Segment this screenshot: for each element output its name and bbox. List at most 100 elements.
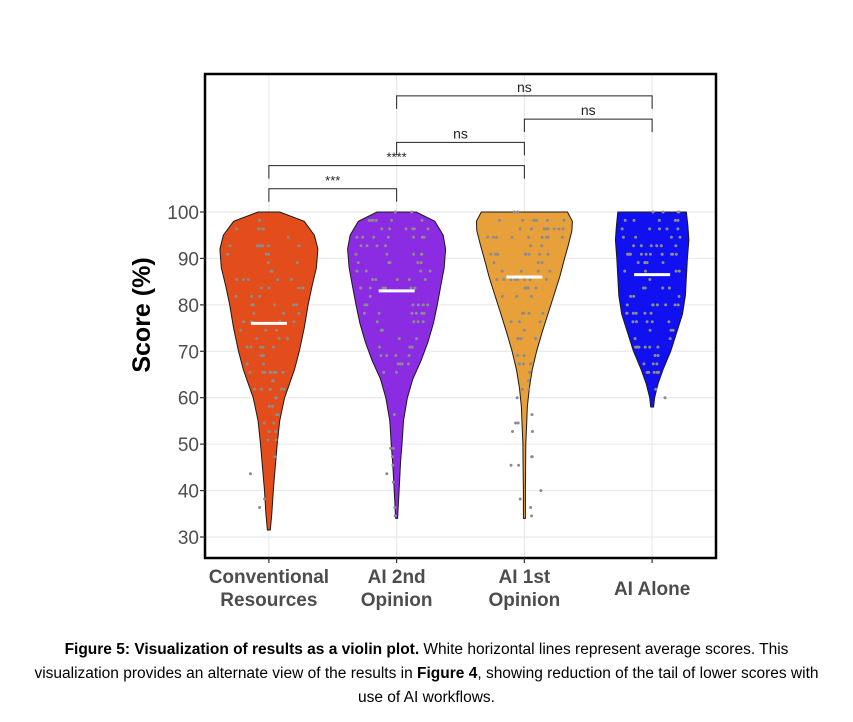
data-point <box>529 244 533 248</box>
significance-label: **** <box>387 150 407 165</box>
data-point <box>545 227 549 231</box>
data-point <box>678 235 682 239</box>
violin-chart: *******nsnsns30405060708090100Convention… <box>128 72 718 611</box>
data-point <box>518 227 522 231</box>
data-point <box>637 345 641 349</box>
data-point <box>535 218 538 222</box>
significance-label: ns <box>453 125 468 141</box>
data-point <box>516 354 520 357</box>
significance-label: ns <box>517 79 532 95</box>
data-point <box>557 227 561 231</box>
data-point <box>517 463 521 467</box>
data-point <box>400 362 404 366</box>
significance-label: *** <box>325 173 340 188</box>
data-point <box>412 227 416 231</box>
y-tick-label: 90 <box>178 249 199 270</box>
data-point <box>669 328 673 332</box>
data-point <box>255 337 259 341</box>
data-point <box>355 269 359 273</box>
data-point <box>426 227 430 231</box>
significance-bracket: *** <box>268 173 398 202</box>
data-point <box>295 261 299 265</box>
data-point <box>655 303 659 307</box>
data-point <box>264 328 268 332</box>
data-point <box>530 514 534 518</box>
data-point <box>536 261 540 265</box>
data-point <box>544 278 548 281</box>
data-point <box>510 235 514 239</box>
data-point <box>631 311 635 315</box>
x-tick-label: AI 2nd <box>368 567 426 588</box>
data-point <box>419 269 423 273</box>
data-point <box>414 311 418 315</box>
data-point <box>673 218 677 222</box>
data-point <box>386 235 390 239</box>
data-point <box>273 303 277 307</box>
data-point <box>409 286 413 290</box>
data-point <box>264 252 268 256</box>
data-point <box>359 244 363 248</box>
data-point <box>381 286 385 290</box>
data-point <box>248 370 252 374</box>
data-point <box>677 269 681 273</box>
data-point <box>365 244 369 248</box>
data-point <box>521 362 525 366</box>
data-point <box>356 261 360 265</box>
data-point <box>674 244 678 248</box>
data-point <box>385 354 389 357</box>
data-point <box>539 489 543 493</box>
data-point <box>395 370 398 374</box>
data-point <box>522 354 526 357</box>
bracket-line <box>396 141 525 156</box>
data-point <box>384 286 387 290</box>
data-point <box>267 244 271 248</box>
data-point <box>625 311 629 315</box>
data-point <box>561 227 565 231</box>
data-point <box>395 278 399 281</box>
data-point <box>540 261 544 265</box>
data-point <box>501 294 504 298</box>
data-point <box>667 320 671 324</box>
data-point <box>421 320 425 324</box>
data-point <box>492 235 495 239</box>
data-point <box>649 311 653 315</box>
data-point <box>643 286 647 290</box>
data-point <box>645 320 649 324</box>
data-point <box>301 286 305 290</box>
data-point <box>668 337 672 341</box>
data-point <box>661 261 665 265</box>
data-point <box>276 278 280 281</box>
data-point <box>255 244 259 248</box>
data-point <box>636 261 640 265</box>
data-point <box>245 362 249 366</box>
data-point <box>642 362 646 366</box>
data-point <box>355 235 359 239</box>
data-point <box>648 252 652 256</box>
data-point <box>538 320 542 324</box>
figure-caption: Figure 5: Visualization of results as a … <box>30 638 823 710</box>
data-point <box>266 438 270 442</box>
data-point <box>538 252 542 256</box>
significance-bracket: ns <box>396 79 653 109</box>
data-point <box>540 235 544 239</box>
data-point <box>297 244 301 248</box>
data-point <box>530 227 533 231</box>
data-point <box>521 311 524 315</box>
data-point <box>660 252 664 256</box>
data-point <box>390 455 394 459</box>
data-point <box>286 235 290 239</box>
data-point <box>272 370 276 374</box>
data-point <box>534 337 538 341</box>
data-point <box>552 227 556 231</box>
data-point <box>258 294 262 298</box>
caption-title: Figure 5: Visualization of results as a … <box>64 641 420 658</box>
data-point <box>633 337 637 341</box>
data-point <box>377 311 381 315</box>
data-point <box>271 404 275 408</box>
data-point <box>634 235 638 239</box>
data-point <box>673 303 677 307</box>
y-tick-label: 60 <box>178 389 199 410</box>
data-point <box>359 286 363 290</box>
data-point <box>664 303 668 307</box>
data-point <box>375 244 379 248</box>
